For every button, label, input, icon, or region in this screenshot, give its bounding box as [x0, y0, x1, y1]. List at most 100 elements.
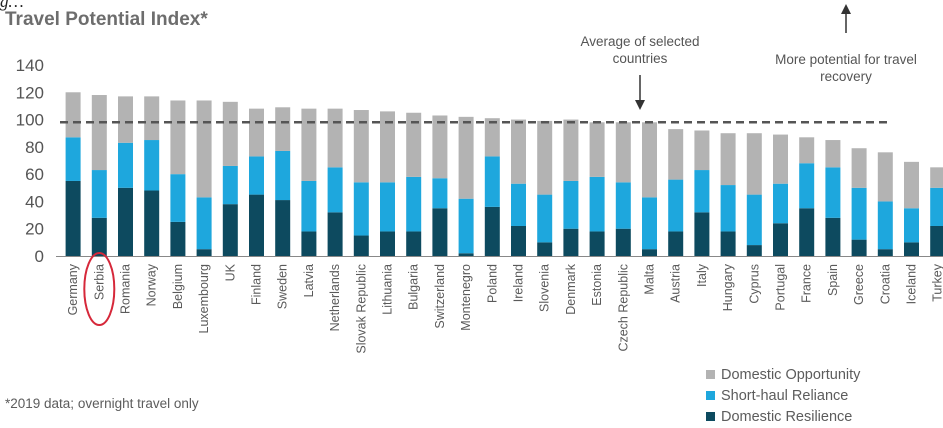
bar-segment-domestic-opportunity — [458, 116, 474, 199]
bar-segment-short-haul-reliance — [668, 179, 684, 232]
bar-segment-short-haul-reliance — [904, 208, 919, 243]
x-tick-label: Serbia — [92, 264, 106, 300]
bar-segment-domestic-opportunity — [615, 122, 631, 183]
bar-segment-domestic-opportunity — [91, 95, 107, 171]
footnote: *2019 data; overnight travel only — [5, 396, 199, 411]
bar-segment-domestic-resilience — [746, 245, 762, 256]
bar-segment-domestic-resilience — [65, 180, 81, 256]
y-tick-label: 140 — [16, 56, 44, 75]
bar-segment-short-haul-reliance — [799, 163, 815, 209]
bar-segment-domestic-resilience — [380, 231, 395, 256]
bar-segment-domestic-opportunity — [720, 133, 736, 186]
x-tick-label: Spain — [826, 264, 840, 296]
x-tick-label: Malta — [643, 264, 657, 295]
bar-segment-domestic-resilience — [904, 242, 919, 256]
bar-segment-domestic-resilience — [301, 231, 317, 256]
bar-segment-domestic-opportunity — [746, 133, 762, 195]
bar-segment-domestic-opportunity — [799, 137, 815, 164]
bar-segment-short-haul-reliance — [694, 170, 710, 213]
bar-segment-short-haul-reliance — [301, 180, 317, 232]
bar-segment-domestic-opportunity — [537, 120, 553, 195]
bar-segment-domestic-opportunity — [851, 148, 867, 188]
x-tick-label: Portugal — [774, 264, 788, 311]
x-tick-label: Hungary — [721, 263, 735, 311]
legend-swatch — [706, 391, 715, 400]
x-tick-label: UK — [223, 263, 237, 281]
bar-segment-domestic-opportunity — [511, 119, 526, 184]
bar-segment-domestic-opportunity — [222, 101, 238, 166]
bar-segment-domestic-resilience — [222, 204, 238, 256]
bar-segment-short-haul-reliance — [563, 180, 579, 229]
x-tick-label: Netherlands — [328, 264, 342, 331]
bar-segment-domestic-opportunity — [249, 108, 264, 157]
bar-segment-domestic-opportunity — [668, 129, 684, 180]
average-arrow-head-icon — [635, 100, 645, 110]
bar-segment-domestic-resilience — [615, 228, 631, 256]
bar-segment-short-haul-reliance — [65, 137, 81, 181]
x-tick-label: Czech Republic — [616, 264, 630, 352]
y-tick-label: 100 — [16, 111, 44, 130]
bar-segment-domestic-resilience — [170, 221, 186, 256]
bar-segment-domestic-opportunity — [484, 118, 500, 157]
x-tick-label: Lithuania — [381, 264, 395, 315]
x-tick-label: Germany — [66, 263, 80, 315]
x-tick-label: Romania — [119, 264, 133, 314]
x-tick-label: Latvia — [302, 264, 316, 297]
x-tick-label: Denmark — [564, 263, 578, 314]
bar-segment-domestic-resilience — [118, 187, 133, 256]
x-tick-label: Croatia — [878, 264, 892, 304]
bar-segment-domestic-resilience — [353, 235, 369, 256]
bar-segment-domestic-opportunity — [589, 122, 605, 177]
bar-segment-domestic-opportunity — [327, 108, 343, 168]
highlight-ellipse — [83, 252, 116, 326]
x-tick-label: Switzerland — [433, 264, 447, 329]
legend-item-domestic-opportunity: Domestic Opportunity — [706, 364, 860, 385]
bar-segment-domestic-opportunity — [432, 115, 448, 179]
potential-annotation: More potential for travel recovery — [775, 52, 917, 84]
bar-segment-domestic-opportunity — [930, 167, 943, 188]
bar-segment-domestic-opportunity — [65, 92, 81, 138]
bar-segment-short-haul-reliance — [353, 182, 369, 236]
bar-segment-domestic-opportunity — [118, 96, 133, 143]
bar-segment-domestic-resilience — [196, 249, 212, 256]
x-tick-label: Austria — [669, 264, 683, 303]
bar-segment-short-haul-reliance — [825, 167, 841, 218]
bar-segment-domestic-opportunity — [694, 130, 710, 171]
bar-segment-short-haul-reliance — [249, 156, 264, 195]
bar-segment-short-haul-reliance — [91, 170, 107, 218]
y-tick-label: 0 — [35, 247, 44, 266]
x-tick-label: Norway — [145, 263, 159, 306]
bar-segment-domestic-resilience — [91, 217, 107, 256]
bar-segment-short-haul-reliance — [327, 167, 343, 213]
x-tick-label: Cyprus — [747, 264, 761, 304]
bar-segment-short-haul-reliance — [746, 194, 762, 246]
chart-legend: Domestic Opportunity Short-haul Reliance… — [706, 364, 860, 427]
bar-segment-domestic-opportunity — [904, 161, 919, 209]
bar-segment-short-haul-reliance — [484, 156, 500, 207]
x-tick-label: Iceland — [905, 264, 919, 304]
legend-label: Domestic Resilience — [721, 408, 853, 425]
bar-segment-short-haul-reliance — [196, 197, 212, 250]
y-tick-label: 80 — [25, 138, 44, 157]
bar-segment-short-haul-reliance — [642, 197, 657, 250]
bar-segment-domestic-resilience — [537, 242, 553, 256]
bar-segment-short-haul-reliance — [589, 176, 605, 232]
bar-segment-domestic-resilience — [799, 208, 815, 256]
bar-segment-short-haul-reliance — [720, 185, 736, 232]
bar-segment-short-haul-reliance — [458, 198, 474, 254]
bar-segment-domestic-resilience — [406, 231, 422, 256]
bar-segment-short-haul-reliance — [930, 187, 943, 226]
bar-segment-short-haul-reliance — [511, 183, 526, 226]
legend-item-domestic-resilience: Domestic Resilience — [706, 406, 860, 427]
legend-swatch — [706, 412, 715, 421]
bar-segment-domestic-resilience — [432, 208, 448, 256]
bar-segment-domestic-opportunity — [196, 100, 212, 198]
bar-segment-domestic-resilience — [484, 206, 500, 256]
legend-label: Short-haul Reliance — [721, 387, 849, 404]
bar-segment-domestic-resilience — [144, 190, 160, 256]
potential-arrow-head-icon — [841, 4, 851, 14]
legend-swatch — [706, 370, 715, 379]
bar-segment-short-haul-reliance — [851, 187, 867, 240]
bar-segment-domestic-opportunity — [825, 140, 841, 168]
chart-title: Travel Potential Index* — [5, 9, 208, 30]
